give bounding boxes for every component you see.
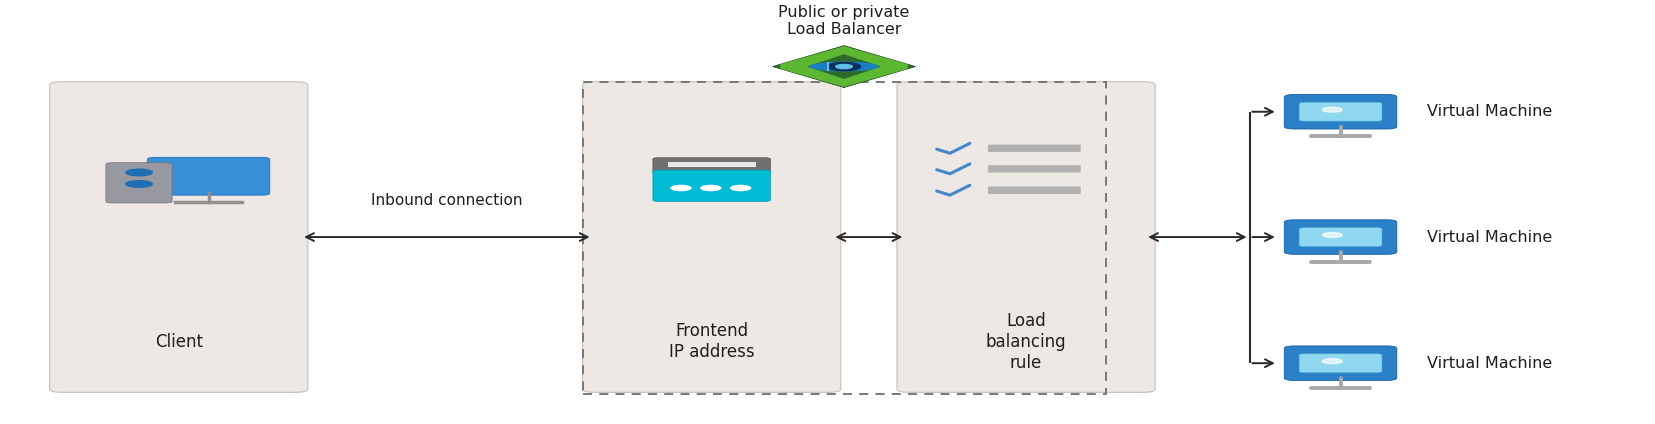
Text: Frontend
IP address: Frontend IP address (669, 322, 755, 361)
Ellipse shape (809, 61, 879, 72)
FancyBboxPatch shape (106, 163, 172, 203)
Text: Virtual Machine: Virtual Machine (1427, 104, 1552, 119)
Text: Virtual Machine: Virtual Machine (1427, 356, 1552, 371)
FancyBboxPatch shape (1284, 95, 1397, 129)
Circle shape (1322, 107, 1342, 112)
FancyBboxPatch shape (988, 145, 1081, 152)
Polygon shape (773, 46, 915, 87)
Circle shape (836, 64, 852, 69)
Text: Load
balancing
rule: Load balancing rule (986, 312, 1066, 371)
Polygon shape (808, 54, 880, 79)
Ellipse shape (730, 185, 751, 191)
FancyBboxPatch shape (1299, 102, 1382, 121)
Bar (667, 162, 755, 167)
FancyBboxPatch shape (652, 170, 770, 201)
Circle shape (1322, 359, 1342, 364)
FancyBboxPatch shape (50, 82, 308, 392)
Circle shape (828, 62, 861, 71)
FancyBboxPatch shape (652, 158, 770, 173)
Polygon shape (780, 47, 909, 86)
FancyBboxPatch shape (1284, 220, 1397, 254)
Circle shape (126, 181, 152, 187)
Text: Public or private
Load Balancer: Public or private Load Balancer (778, 5, 910, 37)
FancyBboxPatch shape (1299, 354, 1382, 373)
Text: Virtual Machine: Virtual Machine (1427, 229, 1552, 245)
Circle shape (1322, 232, 1342, 237)
Text: Client: Client (154, 333, 204, 351)
FancyBboxPatch shape (988, 165, 1081, 173)
Ellipse shape (700, 185, 722, 191)
FancyBboxPatch shape (988, 187, 1081, 194)
FancyBboxPatch shape (897, 82, 1155, 392)
FancyBboxPatch shape (1299, 228, 1382, 246)
FancyBboxPatch shape (1284, 346, 1397, 380)
Polygon shape (781, 46, 907, 87)
FancyBboxPatch shape (583, 82, 841, 392)
FancyBboxPatch shape (147, 157, 270, 195)
Circle shape (126, 169, 152, 176)
Ellipse shape (670, 185, 692, 191)
Text: Inbound connection: Inbound connection (371, 193, 523, 208)
